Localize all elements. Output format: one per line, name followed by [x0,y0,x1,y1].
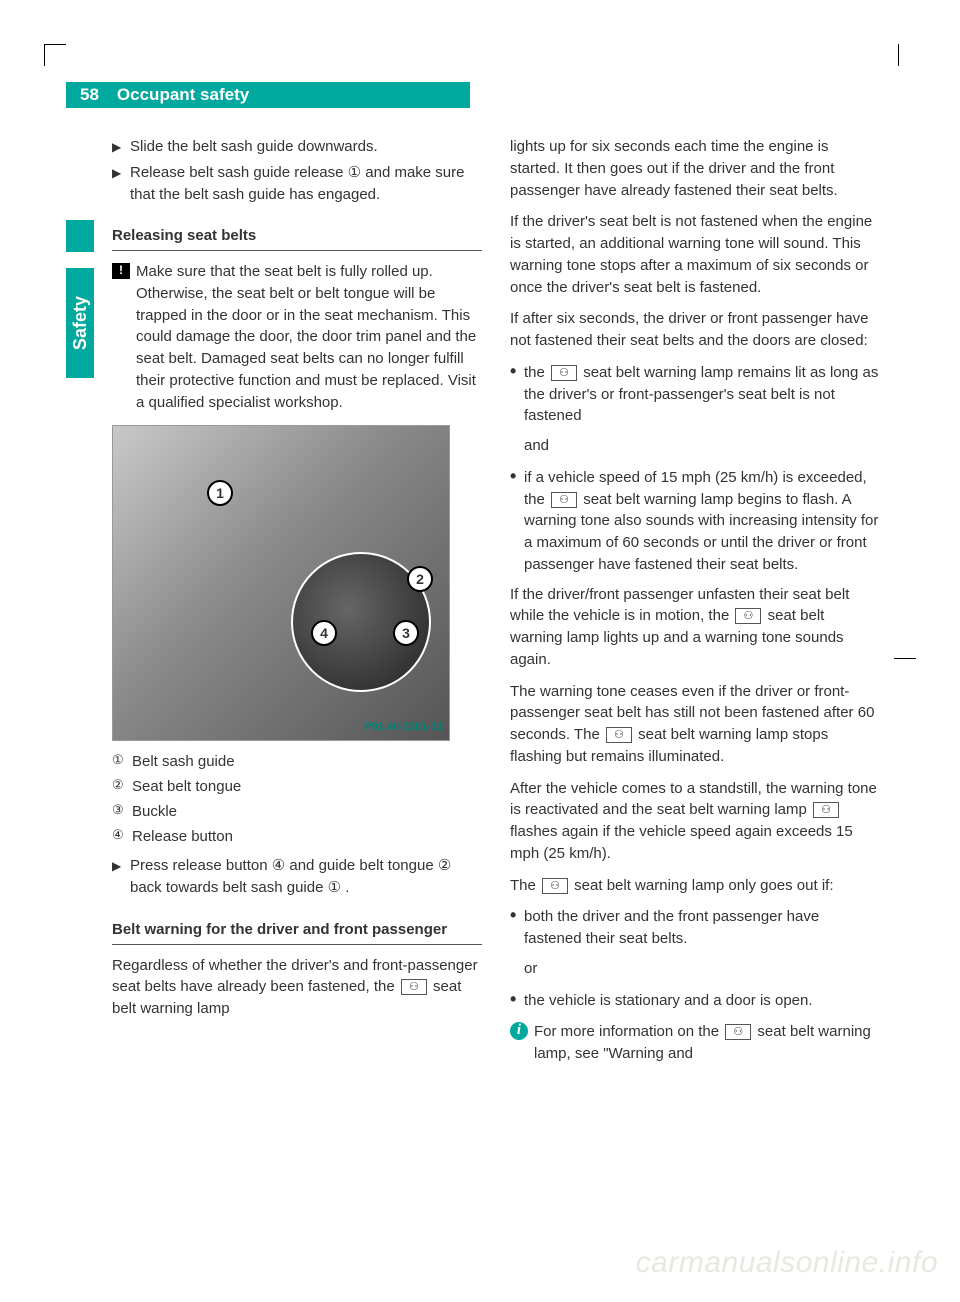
paragraph: The warning tone ceases even if the driv… [510,681,880,768]
crop-mark-top-right [898,44,899,66]
connector-or: or [510,958,880,980]
watermark-text: carmanualsonline.info [636,1241,938,1285]
warning-icon: ! [112,263,130,279]
bullet-icon: • [510,467,524,576]
text-fragment: back towards belt sash guide [130,879,328,896]
text-fragment: the [524,364,549,381]
seat-belt-icon: ⚇ [542,878,568,894]
seat-belt-icon: ⚇ [551,365,577,381]
legend-num: ④ [112,826,132,848]
ref-circle-1: ① [348,164,361,181]
seat-belt-icon: ⚇ [725,1024,751,1040]
left-column: ▶ Slide the belt sash guide downwards. ▶… [112,136,482,1067]
bullet-item: • the vehicle is stationary and a door i… [510,990,880,1012]
paragraph: If the driver's seat belt is not fastene… [510,211,880,298]
paragraph: After the vehicle comes to a standstill,… [510,778,880,865]
info-icon: i [510,1022,528,1040]
legend-row: ③Buckle [112,801,482,823]
bullet-icon: • [510,990,524,1012]
callout-4: 4 [311,620,337,646]
legend-label: Seat belt tongue [132,776,241,798]
bullet-text: if a vehicle speed of 15 mph (25 km/h) i… [524,467,880,576]
seat-belt-icon: ⚇ [606,727,632,743]
paragraph: lights up for six seconds each time the … [510,136,880,201]
text-fragment: and guide belt tongue [285,857,438,874]
ref-circle-2: ② [438,857,451,874]
bullet-text: the ⚇ seat belt warning lamp remains lit… [524,362,880,427]
arrow-icon: ▶ [112,136,130,158]
section-title: Occupant safety [117,83,249,108]
important-note: ! Make sure that the seat belt is fully … [112,261,482,413]
side-accent-square [66,220,94,252]
bullet-item: • if a vehicle speed of 15 mph (25 km/h)… [510,467,880,576]
seat-belt-diagram: 1 2 3 4 P91.40-3261-31 [112,425,450,741]
legend-num: ① [112,751,132,773]
legend-label: Belt sash guide [132,751,235,773]
connector-and: and [510,435,880,457]
buckle-detail-circle: 2 3 4 [291,552,431,692]
step-text: Slide the belt sash guide downwards. [130,136,482,158]
step-item: ▶ Press release button ④ and guide belt … [112,855,482,899]
paragraph: If after six seconds, the driver or fron… [510,308,880,352]
legend-row: ①Belt sash guide [112,751,482,773]
subheading-belt-warning: Belt warning for the driver and front pa… [112,919,482,945]
bullet-text: both the driver and the front passenger … [524,906,880,950]
seat-belt-icon: ⚇ [735,608,761,624]
legend-num: ② [112,776,132,798]
text-fragment: Press release button [130,857,272,874]
step-text: Release belt sash guide release ① and ma… [130,162,482,206]
subheading-releasing: Releasing seat belts [112,225,482,251]
text-fragment: Release belt sash guide release [130,164,348,181]
step-item: ▶ Release belt sash guide release ① and … [112,162,482,206]
ref-circle-1: ① [328,879,341,896]
seat-belt-icon: ⚇ [813,802,839,818]
step-text: Press release button ④ and guide belt to… [130,855,482,899]
callout-3: 3 [393,620,419,646]
right-column: lights up for six seconds each time the … [510,136,880,1067]
bullet-text: the vehicle is stationary and a door is … [524,990,813,1012]
crop-mark-right [894,658,916,659]
diagram-legend: ①Belt sash guide ②Seat belt tongue ③Buck… [112,751,482,847]
page-header: 58 Occupant safety [66,82,470,108]
text-fragment: . [341,879,349,896]
side-tab-label: Safety [67,296,93,350]
step-item: ▶ Slide the belt sash guide downwards. [112,136,482,158]
legend-label: Release button [132,826,233,848]
info-note: i For more information on the ⚇ seat bel… [510,1021,880,1065]
text-fragment: The [510,877,540,894]
page-number: 58 [80,83,99,108]
ref-circle-4: ④ [272,857,285,874]
legend-label: Buckle [132,801,177,823]
diagram-code: P91.40-3261-31 [364,720,443,736]
arrow-icon: ▶ [112,162,130,206]
legend-num: ③ [112,801,132,823]
seat-belt-icon: ⚇ [401,979,427,995]
legend-row: ②Seat belt tongue [112,776,482,798]
bullet-icon: • [510,362,524,427]
paragraph: Regardless of whether the driver's and f… [112,955,482,1020]
warning-text: Make sure that the seat belt is fully ro… [136,261,482,413]
content-area: ▶ Slide the belt sash guide downwards. ▶… [112,136,882,1067]
text-fragment: seat belt warning lamp remains lit as lo… [524,364,878,425]
bullet-icon: • [510,906,524,950]
text-fragment: For more information on the [534,1023,723,1040]
callout-1: 1 [207,480,233,506]
bullet-item: • the ⚇ seat belt warning lamp remains l… [510,362,880,427]
paragraph: If the driver/front passenger unfasten t… [510,584,880,671]
text-fragment: flashes again if the vehicle speed again… [510,823,853,862]
text-fragment: seat belt warning lamp begins to flash. … [524,491,878,573]
side-tab: Safety [66,268,94,378]
callout-2: 2 [407,566,433,592]
bullet-item: • both the driver and the front passenge… [510,906,880,950]
arrow-icon: ▶ [112,855,130,899]
info-text: For more information on the ⚇ seat belt … [534,1021,880,1065]
legend-row: ④Release button [112,826,482,848]
crop-mark-top-left [44,44,66,66]
text-fragment: seat belt warning lamp only goes out if: [570,877,833,894]
seat-belt-icon: ⚇ [551,492,577,508]
paragraph: The ⚇ seat belt warning lamp only goes o… [510,875,880,897]
